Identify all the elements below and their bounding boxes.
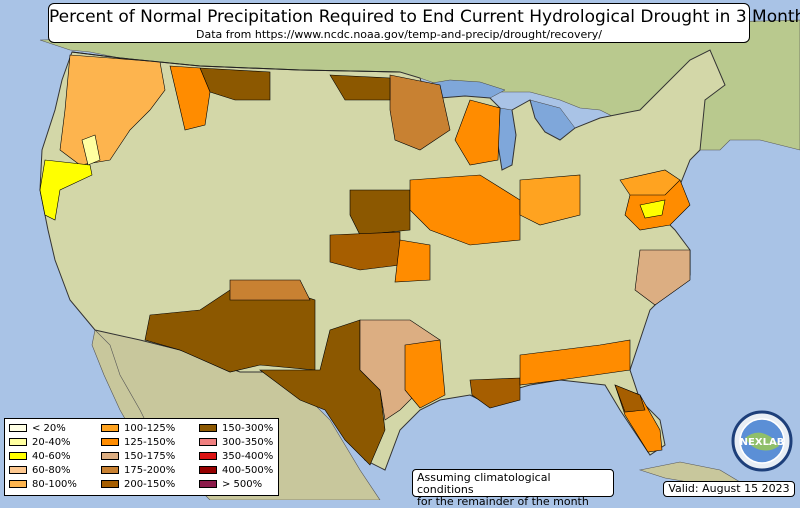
legend-swatch <box>9 452 27 460</box>
legend-swatch <box>9 480 27 488</box>
region-co <box>229 279 311 301</box>
legend-item: 200-150% <box>101 479 175 490</box>
map-subtitle: Data from https://www.ncdc.noaa.gov/temp… <box>196 28 602 41</box>
region-mi <box>454 99 501 166</box>
legend-item: 150-300% <box>199 423 273 434</box>
legend-swatch <box>101 466 119 474</box>
legend-swatch <box>9 438 27 446</box>
legend-item: < 20% <box>9 423 66 434</box>
legend-item: 300-350% <box>199 437 273 448</box>
us-canada-border <box>71 51 401 73</box>
region-la <box>404 339 446 409</box>
legend-swatch <box>9 424 27 432</box>
region-md-yellow <box>639 199 666 219</box>
legend-swatch <box>101 438 119 446</box>
legend-item: 125-150% <box>101 437 175 448</box>
assumption-line-1: Assuming climatological conditions <box>417 471 551 496</box>
region-dakota <box>329 74 391 101</box>
region-or-yellow <box>81 134 101 166</box>
legend-swatch <box>199 480 217 488</box>
legend-swatch <box>199 438 217 446</box>
region-fl-north <box>614 384 646 413</box>
legend-item: 40-60% <box>9 451 71 462</box>
legend-item: 175-200% <box>101 465 175 476</box>
valid-date: Valid: August 15 2023 <box>663 481 795 497</box>
legend-item: 80-100% <box>9 479 77 490</box>
legend-swatch <box>101 480 119 488</box>
region-southeast <box>519 339 631 386</box>
region-kansas <box>349 189 411 236</box>
legend-item: 350-400% <box>199 451 273 462</box>
legend-item: 100-125% <box>101 423 175 434</box>
assumption-line-2: for the remainder of the month <box>417 495 589 508</box>
globe-logo-icon: NEXLAB <box>731 410 793 472</box>
legend-swatch <box>9 466 27 474</box>
legend-item: 20-40% <box>9 437 71 448</box>
title-box: Percent of Normal Precipitation Required… <box>48 3 800 43</box>
region-gulf <box>469 377 521 409</box>
legend-swatch <box>101 424 119 432</box>
legend: < 20% 20-40% 40-60% 60-80% 80-100% 100-1… <box>4 418 279 496</box>
legend-swatch <box>199 466 217 474</box>
legend-swatch <box>199 452 217 460</box>
region-in-oh <box>519 174 581 226</box>
region-ia-il <box>409 174 521 246</box>
region-texas <box>259 319 386 466</box>
region-oklahoma <box>329 231 401 271</box>
region-ny <box>619 169 681 196</box>
legend-item: 60-80% <box>9 465 71 476</box>
legend-item: > 500% <box>199 479 262 490</box>
region-ks-orange <box>394 239 431 283</box>
region-mn-wi <box>389 74 451 151</box>
legend-item: 400-500% <box>199 465 273 476</box>
region-ca-yellow <box>39 159 93 221</box>
logo-text: NEXLAB <box>740 437 785 448</box>
legend-swatch <box>101 452 119 460</box>
legend-swatch <box>199 424 217 432</box>
map-title: Percent of Normal Precipitation Required… <box>49 7 800 27</box>
assumption-note: Assuming climatological conditions for t… <box>412 469 614 508</box>
region-idaho <box>169 65 211 131</box>
legend-item: 150-175% <box>101 451 175 462</box>
region-nc <box>634 249 691 306</box>
